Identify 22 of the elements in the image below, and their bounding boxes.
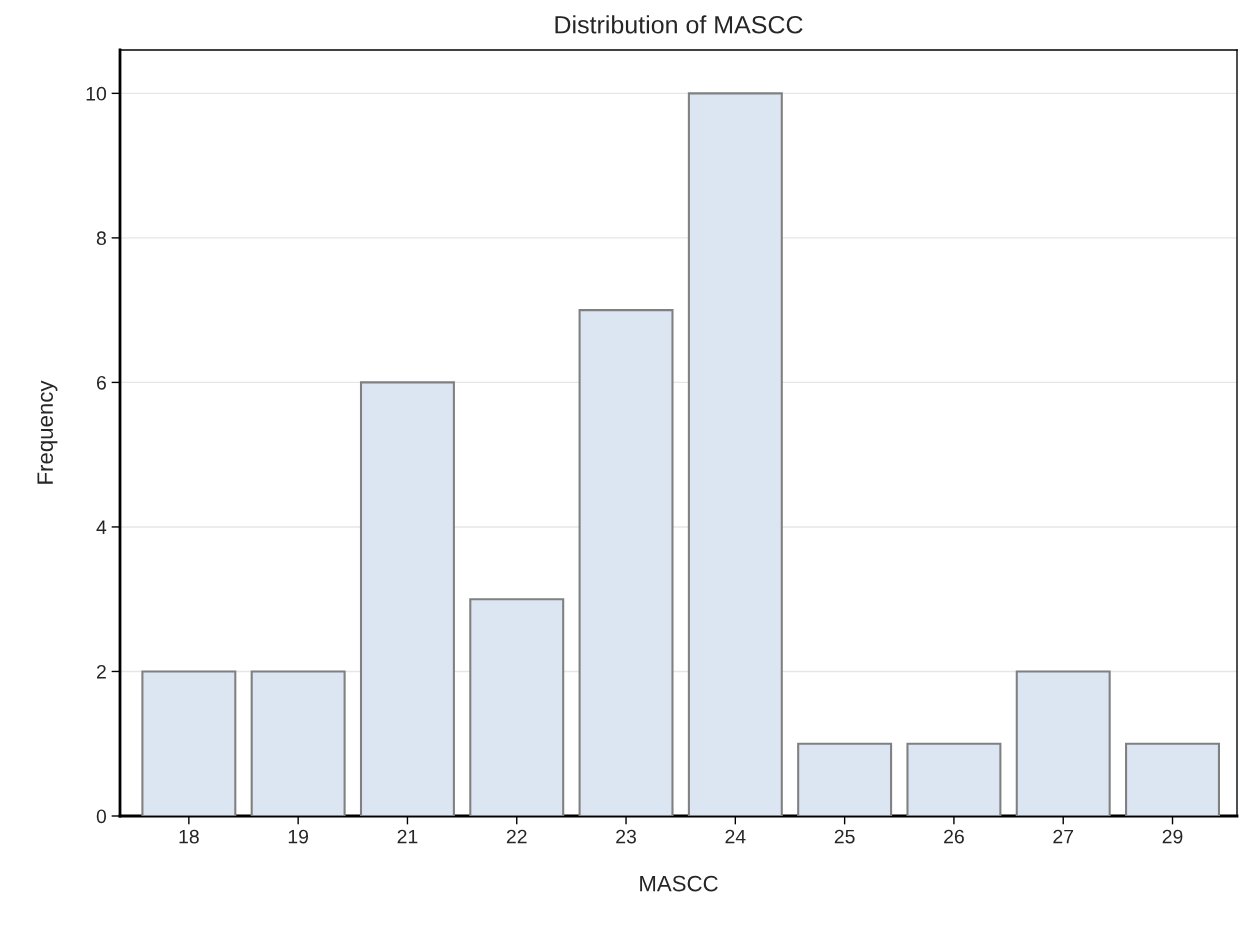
bar (1125, 742, 1221, 816)
chart-title: Distribution of MASCC (555, 15, 803, 34)
y-tick-label: 10 (86, 86, 107, 101)
bar (797, 742, 893, 816)
y-tick-label: 6 (96, 375, 106, 390)
bar (906, 742, 1002, 816)
x-tick-label: 24 (725, 829, 746, 844)
x-tick-label: 23 (616, 829, 636, 844)
y-tick-label: 4 (96, 520, 107, 534)
y-tick-label: 8 (96, 231, 106, 246)
x-tick-label: 29 (1162, 829, 1183, 844)
x-axis-title: MASCC (640, 875, 718, 892)
x-tick-label: 25 (834, 829, 855, 844)
x-tick-label: 19 (288, 829, 309, 844)
x-tick-label: 18 (179, 829, 199, 844)
y-tick-label: 0 (96, 809, 107, 824)
x-tick-label: 21 (397, 829, 418, 844)
y-tick-label: 2 (96, 664, 106, 679)
x-tick-label: 26 (944, 829, 964, 844)
x-tick-label: 27 (1053, 829, 1074, 844)
y-axis-title: Frequency (37, 380, 58, 484)
x-tick-label: 22 (506, 829, 527, 844)
